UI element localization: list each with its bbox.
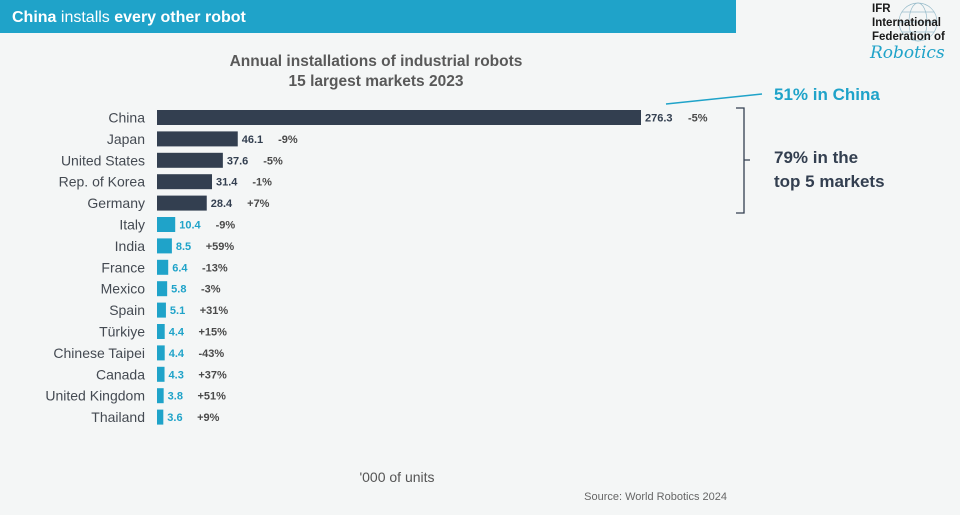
value-label-china: 276.3 [645,113,673,125]
category-label-rep-of-korea: Rep. of Korea [59,174,146,190]
category-label-germany: Germany [87,195,145,211]
change-label-italy: -9% [216,220,236,232]
change-label-rep-of-korea: -1% [252,177,272,189]
banner-text-part1: China [12,9,57,26]
banner-text-part2: installs [56,9,114,26]
change-label-spain: +31% [200,305,229,317]
category-label-china: China [108,110,145,126]
bar-thailand [157,409,164,425]
category-label-t-rkiye: Türkiye [99,324,145,340]
unit-label: '000 of units [359,469,434,485]
category-label-india: India [115,238,146,254]
category-label-italy: Italy [119,217,145,233]
ifr-logo: IFR International Federation of Robotics [869,2,945,63]
bar-spain [157,302,166,318]
logo-line4: Robotics [869,43,945,63]
change-label-india: +59% [206,241,235,253]
chart-title: Annual installations of industrial robot… [230,53,523,70]
bar-india [157,238,172,254]
value-label-france: 6.4 [172,262,188,274]
bar-t-rkiye [157,324,165,339]
category-label-united-kingdom: United Kingdom [45,388,145,404]
change-label-united-kingdom: +51% [197,391,226,403]
chart-subtitle: 15 largest markets 2023 [289,73,464,90]
category-label-canada: Canada [96,366,145,382]
bar-japan [157,131,238,147]
value-label-united-kingdom: 3.8 [168,391,183,403]
value-label-chinese-taipei: 4.4 [169,348,185,360]
change-label-japan: -9% [278,134,298,146]
change-label-germany: +7% [247,198,270,210]
category-label-thailand: Thailand [91,409,145,425]
change-label-thailand: +9% [197,412,220,424]
china-callout: 51% in China [774,85,880,104]
title-banner [0,0,736,33]
bars: China 276.3 -5% Japan 46.1 -9% United States 37… [45,110,707,426]
change-label-chinese-taipei: -43% [199,348,225,360]
change-label-mexico: -3% [201,284,221,296]
bar-france [157,259,169,275]
category-label-mexico: Mexico [101,281,146,297]
category-label-japan: Japan [107,131,145,147]
change-label-china: -5% [688,113,708,125]
bar-united-states [157,152,223,168]
value-label-rep-of-korea: 31.4 [216,177,238,189]
logo-line3: Federation of [872,31,945,43]
bar-chinese-taipei [157,345,165,361]
bar-canada [157,366,165,382]
change-label-canada: +37% [198,369,227,381]
bar-italy [157,217,176,232]
banner-text-part3: every other robot [114,9,246,26]
value-label-spain: 5.1 [170,305,185,317]
bar-united-kingdom [157,388,164,404]
category-label-united-states: United States [61,152,145,168]
globe-icon [898,2,938,42]
value-label-thailand: 3.6 [167,412,182,424]
value-label-japan: 46.1 [242,134,263,146]
change-label-france: -13% [202,262,228,274]
change-label-united-states: -5% [263,155,283,167]
top5-callout-line1: 79% in the [774,148,858,167]
bar-china [157,110,641,125]
top5-callout-line2: top 5 markets [774,172,885,191]
category-label-spain: Spain [109,302,145,318]
china-callout-line [665,93,763,105]
category-label-france: France [101,259,145,275]
value-label-india: 8.5 [176,241,191,253]
source-label: Source: World Robotics 2024 [584,491,727,503]
change-label-t-rkiye: +15% [199,327,228,339]
top5-bracket [736,107,750,214]
value-label-italy: 10.4 [179,220,201,232]
value-label-mexico: 5.8 [171,284,186,296]
value-label-germany: 28.4 [211,198,233,210]
logo-line2: International [872,17,941,29]
category-label-chinese-taipei: Chinese Taipei [53,345,145,361]
banner-text: China installs every other robot [12,9,247,26]
value-label-t-rkiye: 4.4 [169,327,185,339]
value-label-united-states: 37.6 [227,155,248,167]
bar-mexico [157,281,168,297]
value-label-canada: 4.3 [169,369,184,381]
bar-germany [157,195,207,211]
bar-rep-of-korea [157,174,213,190]
logo-line1: IFR [872,3,891,15]
